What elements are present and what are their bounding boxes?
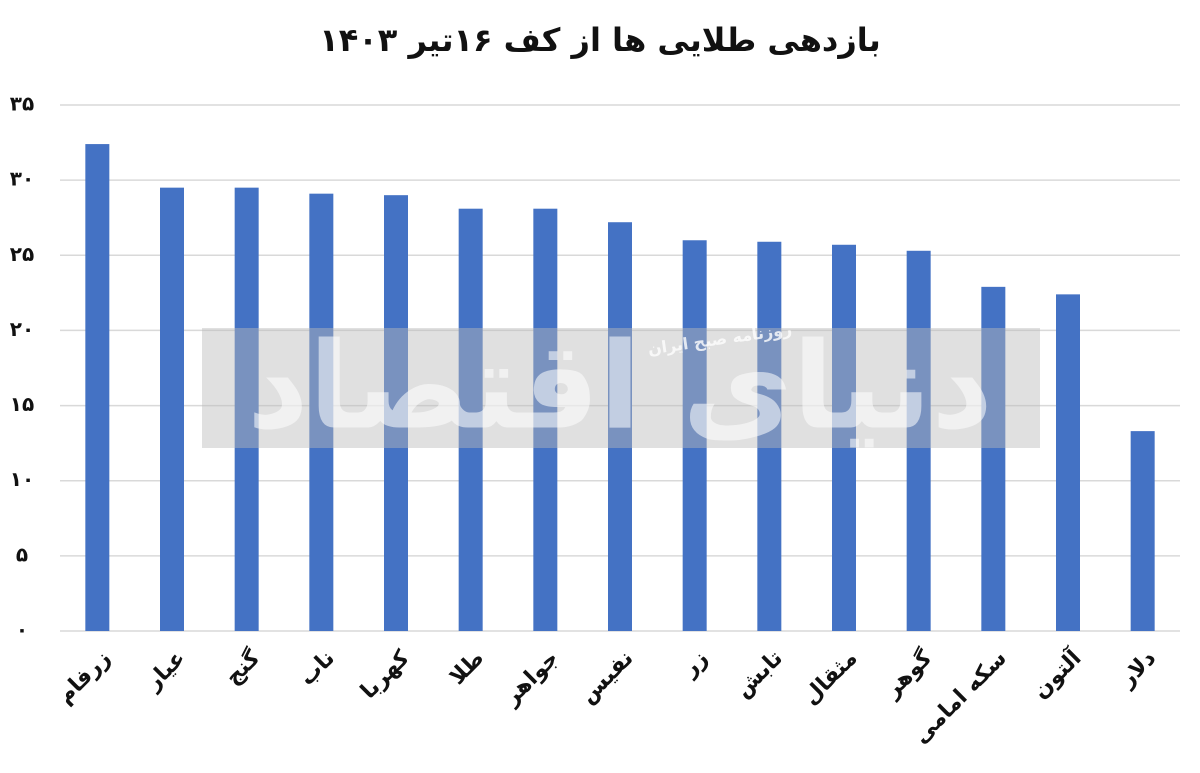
bar [682,240,707,631]
y-tick-label: ۱۵ [10,392,34,416]
chart-title: بازدهی طلایی ها از کف ۱۶تیر ۱۴۰۳ [319,21,881,59]
y-tick-label: ۰ [16,618,28,642]
bar [85,144,110,631]
y-tick-label: ۳۰ [10,167,34,191]
x-tick-label: گوهر [878,644,937,703]
x-tick-label: عیار [140,646,190,696]
bar [384,195,408,631]
watermark-band [202,328,1040,448]
x-tick-label: آلتون [1026,643,1087,704]
watermark: دنیای اقتصاد [247,318,993,457]
bar [981,286,1006,631]
y-tick-label: ۲۵ [10,242,34,266]
bar [533,208,558,631]
y-tick-label: ۵ [16,542,28,566]
x-tick-label: زر [677,646,713,682]
bar [1056,294,1080,631]
bar [832,244,856,631]
x-tick-label: ناب [295,646,340,691]
bar [608,222,632,632]
bar [309,193,334,631]
x-tick-label: گنج [219,644,265,690]
x-tick-label: نفیس [575,646,638,709]
bar [458,208,483,631]
bar [906,250,931,631]
x-tick-label: جواهر [499,646,564,711]
bar [1130,431,1155,631]
x-tick-label: کهربا [356,646,414,704]
y-tick-label: ۱۰ [10,467,34,491]
bar [757,241,782,631]
x-tick-label: مثقال [798,646,862,710]
bar [234,187,259,631]
x-tick-label: زرفام [53,646,116,709]
x-tick-label: دلار [1114,646,1161,693]
y-tick-label: ۳۵ [10,92,34,116]
x-tick-label: تابش [731,646,788,703]
bar [160,187,184,631]
x-tick-label: طلا [445,646,489,690]
y-tick-label: ۲۰ [10,317,34,341]
